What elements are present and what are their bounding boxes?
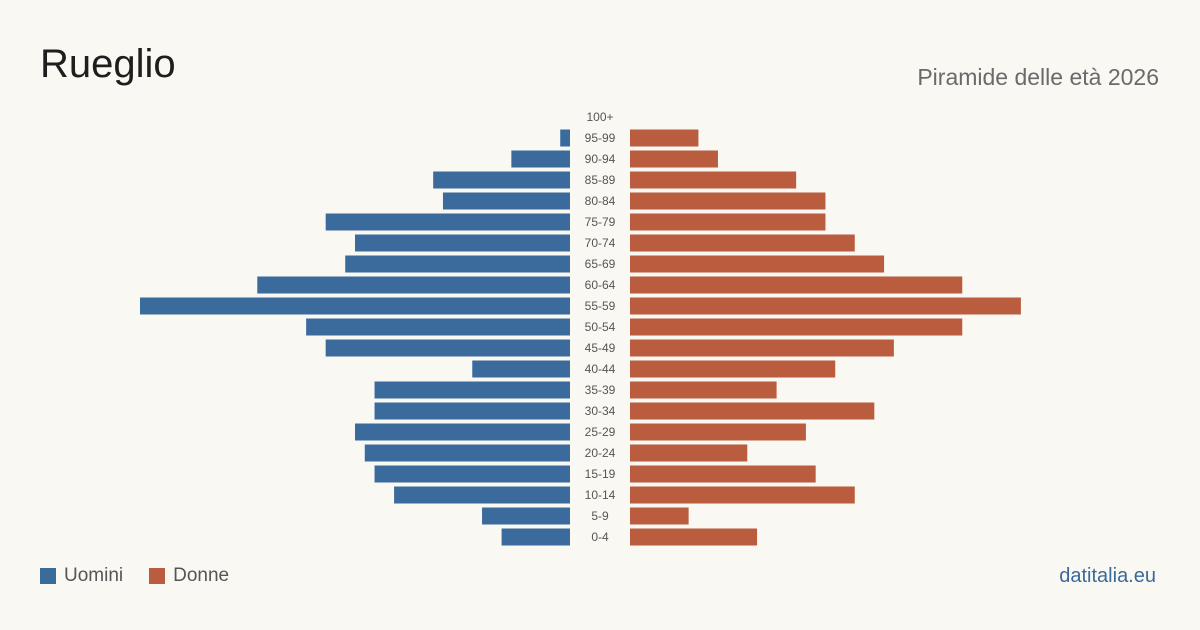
legend-label-women: Donne (173, 565, 230, 586)
bar-women-15-19 (630, 465, 816, 483)
legend-item-women: Donne (149, 565, 229, 587)
chart-subtitle: Piramide delle età 2026 (917, 64, 1159, 90)
age-label: 70-74 (585, 236, 616, 250)
bar-men-85-89 (433, 171, 570, 189)
bar-men-95-99 (560, 129, 570, 147)
bar-women-55-59 (630, 297, 1021, 315)
bar-women-70-74 (630, 234, 855, 252)
bar-women-50-54 (630, 318, 963, 336)
age-label: 85-89 (585, 173, 616, 187)
bar-women-35-39 (630, 381, 777, 399)
bar-women-95-99 (630, 129, 699, 147)
legend-swatch-men (40, 568, 56, 584)
bar-women-20-24 (630, 444, 748, 462)
bar-men-25-29 (355, 423, 570, 441)
bar-men-80-84 (442, 192, 570, 210)
bar-women-25-29 (630, 423, 806, 441)
age-label: 45-49 (585, 341, 616, 355)
legend-label-men: Uomini (64, 565, 124, 586)
bar-women-85-89 (630, 171, 797, 189)
bar-women-75-79 (630, 213, 826, 231)
brand-link[interactable]: datitalia.eu (1059, 565, 1156, 587)
bar-men-15-19 (374, 465, 570, 483)
bar-women-60-64 (630, 276, 963, 294)
bar-men-60-64 (257, 276, 570, 294)
age-label: 90-94 (585, 152, 616, 166)
age-label: 50-54 (585, 320, 616, 334)
age-label: 10-14 (585, 488, 616, 502)
age-label: 15-19 (585, 467, 616, 481)
bar-women-65-69 (630, 255, 885, 273)
age-label: 95-99 (585, 131, 616, 145)
bar-women-30-34 (630, 402, 875, 420)
bar-men-35-39 (374, 381, 570, 399)
bar-men-10-14 (394, 486, 570, 504)
age-label: 5-9 (591, 509, 609, 523)
age-label: 55-59 (585, 299, 616, 313)
bar-men-75-79 (325, 213, 570, 231)
age-label: 35-39 (585, 383, 616, 397)
bar-women-80-84 (630, 192, 826, 210)
bar-men-65-69 (345, 255, 570, 273)
bar-women-90-94 (630, 150, 718, 168)
age-label: 75-79 (585, 215, 616, 229)
chart-title: Rueglio (40, 42, 176, 86)
age-label: 20-24 (585, 446, 616, 460)
bar-men-50-54 (306, 318, 570, 336)
age-label: 0-4 (591, 530, 609, 544)
age-label: 80-84 (585, 194, 616, 208)
age-label: 40-44 (585, 362, 616, 376)
legend-swatch-women (149, 568, 166, 584)
bar-men-30-34 (374, 402, 570, 420)
bar-men-55-59 (140, 297, 570, 315)
bar-women-10-14 (630, 486, 855, 504)
bar-women-5-9 (630, 507, 689, 525)
chart-legend: Uomini Donne (40, 565, 255, 587)
age-label: 60-64 (585, 278, 616, 292)
bar-men-70-74 (355, 234, 570, 252)
legend-item-men: Uomini (40, 565, 123, 587)
age-label: 30-34 (585, 404, 616, 418)
bar-men-90-94 (511, 150, 570, 168)
age-label: 100+ (586, 110, 613, 124)
bar-men-20-24 (364, 444, 570, 462)
bar-women-40-44 (630, 360, 836, 378)
bar-women-45-49 (630, 339, 894, 357)
bar-men-0-4 (501, 528, 570, 546)
bar-men-40-44 (472, 360, 570, 378)
bar-men-5-9 (482, 507, 570, 525)
bar-women-0-4 (630, 528, 758, 546)
age-label: 25-29 (585, 425, 616, 439)
age-label: 65-69 (585, 257, 616, 271)
bar-men-45-49 (325, 339, 570, 357)
